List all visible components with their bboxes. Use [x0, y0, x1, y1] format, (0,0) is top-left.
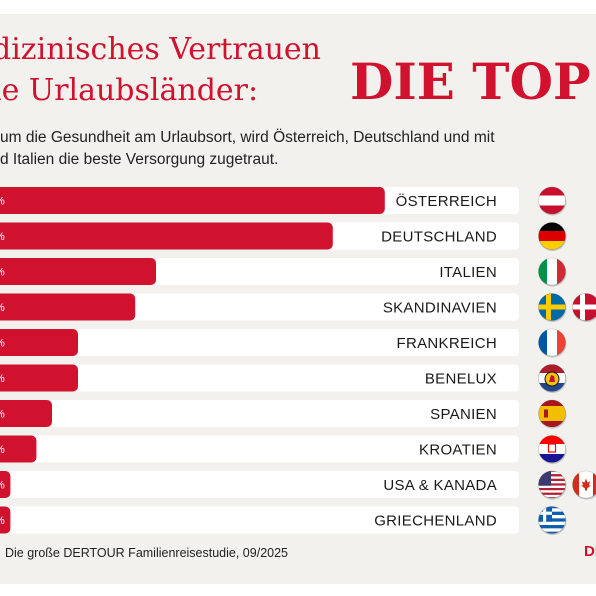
bar: [0, 293, 136, 321]
italy-flag: [538, 257, 567, 287]
bar-track: [0, 329, 519, 356]
title-line-2: ie Urlaubsländer:: [0, 73, 259, 108]
category-label: SPANIEN: [430, 406, 497, 423]
benelux-flag: [538, 364, 567, 394]
bar-track: [0, 471, 519, 498]
subtitle-line-1: um die Gesundheit am Urlaubsort, wird Ös…: [0, 129, 495, 146]
category-label: SKANDINAVIEN: [383, 300, 497, 317]
france-flag: [538, 328, 567, 358]
top-headline: DIE TOP: [350, 52, 591, 111]
croatia-flag: [538, 435, 567, 465]
bar-track: [0, 364, 519, 392]
value-label: %: [0, 231, 5, 243]
category-label: ITALIEN: [439, 264, 497, 281]
source-note: Die große DERTOUR Familienreisestudie, 0…: [5, 546, 288, 560]
canada-flag: [572, 470, 596, 500]
bar-track: [0, 506, 519, 534]
greece-flag: [538, 506, 567, 536]
bar: [0, 222, 333, 250]
value-label: %: [0, 409, 5, 421]
value-label: %: [0, 444, 5, 456]
title-line-1: dizinisches Vertrauen: [0, 32, 322, 67]
bar: [0, 364, 78, 392]
value-label: %: [0, 302, 5, 314]
category-label: GRIECHENLAND: [374, 513, 497, 530]
category-label: FRANKREICH: [396, 335, 497, 352]
usa-flag: [538, 470, 567, 500]
bar: [0, 471, 11, 498]
subtitle-line-2: d Italien die beste Versorgung zugetraut…: [0, 151, 279, 168]
bar: [0, 400, 52, 427]
bar: [0, 258, 156, 285]
category-label: USA & KANADA: [383, 477, 497, 494]
germany-flag: [538, 222, 567, 252]
brand-logo: DE: [584, 543, 596, 560]
category-label: DEUTSCHLAND: [381, 229, 497, 246]
austria-flag: [538, 186, 567, 216]
value-label: %: [0, 267, 5, 279]
bar-track: [0, 435, 519, 463]
bar: [0, 435, 37, 463]
spain-flag: [538, 399, 567, 429]
value-label: %: [0, 480, 5, 492]
category-label: KROATIEN: [419, 442, 497, 459]
value-label: %: [0, 196, 5, 208]
bar: [0, 187, 385, 214]
bar-track: [0, 400, 519, 427]
value-label: %: [0, 338, 5, 350]
value-label: %: [0, 515, 5, 527]
category-label: BENELUX: [425, 371, 497, 388]
bar: [0, 506, 11, 534]
sweden-flag: [538, 293, 567, 323]
bar: [0, 329, 78, 356]
category-label: ÖSTERREICH: [396, 192, 497, 210]
denmark-flag: [572, 293, 596, 323]
value-label: %: [0, 373, 5, 385]
